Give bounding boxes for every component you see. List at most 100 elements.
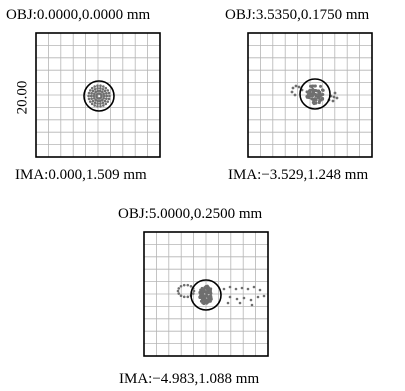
spot-point [88,89,92,92]
spot-point [207,297,211,301]
spot-point [99,102,102,105]
spot-point [250,303,254,307]
spot-point [203,300,207,304]
spot-point [90,92,93,95]
spot-point [311,90,315,94]
panel1-ima-label: IMA:0.000,1.509 mm [15,167,147,183]
spot-point [87,97,91,101]
spot-point [252,285,256,289]
spot-point [98,99,102,103]
spot-point [96,89,100,93]
spot-point [179,285,183,288]
panel3-obj-label: OBJ:5.0000,0.2500 mm [118,206,263,222]
spot-point [89,94,93,98]
spot-point [235,297,239,301]
spot-point [202,298,206,302]
spot-point [314,101,318,105]
spot-point [246,287,250,291]
spot-point [309,84,313,88]
spot-point [99,84,102,88]
plot-frame [143,231,269,357]
spot-point [102,96,105,100]
spot-point [331,99,335,103]
spot-point [186,295,190,299]
spot-point [90,97,93,100]
spot-point [199,292,203,296]
spot-point [93,85,96,88]
spot-point [191,292,195,295]
spot-point [226,301,230,305]
spot-point [249,298,253,302]
spot-point [93,92,96,96]
spot-point [333,91,337,95]
spot-point [100,98,104,102]
airy-circle [299,78,331,110]
spot-point [262,294,266,298]
spot-point [87,94,90,98]
spot-point [222,287,226,291]
spot-point [91,89,95,93]
spot-point [101,101,105,105]
spot-point [335,96,339,100]
spot-point [297,85,301,89]
spot-point [87,91,91,95]
spot-point [99,93,103,96]
spot-point [90,86,94,90]
spot-point [102,92,105,96]
spot-point [234,287,238,291]
spot-point [104,102,108,106]
spot-point [293,93,297,97]
spot-point [318,94,322,98]
spot-point [101,87,105,91]
spot-point [103,89,107,93]
spot-point [93,87,97,91]
spot-point [332,95,336,99]
spot-point [305,90,309,94]
spot-point [228,295,232,299]
spot-point [91,99,95,103]
spot-point [102,104,105,107]
spot-point [209,296,213,300]
spot-point [96,99,100,103]
spot-point [199,288,203,292]
spot-point [228,285,232,289]
spot-point [240,286,244,290]
panel2-obj-label: OBJ:3.5350,0.1750 mm [225,7,370,23]
spot-point [176,289,180,293]
spot-point [90,102,94,106]
spot-point [105,97,108,100]
spot-point [319,98,323,102]
spot-point [93,101,97,105]
spot-point [290,90,294,94]
spot-point [177,292,181,295]
spot-point [182,295,186,299]
spot-point [96,87,99,90]
spot-point [291,86,295,90]
spot-point [88,100,92,103]
spot-point [314,88,318,92]
spot-point [209,291,213,295]
spot-point [179,294,183,297]
spot-point [209,287,213,291]
panel2-spot-diagram [247,32,373,158]
panel1-scale-label: 20.00 [14,80,31,115]
spot-point [106,89,110,92]
spot-point [201,289,205,293]
spot-point [108,94,111,98]
spot-point [105,92,108,95]
spot-point [308,88,312,92]
spot-point [258,288,262,292]
airy-circle [190,279,222,311]
panel1-obj-label: OBJ:0.0000,0.0000 mm [6,7,151,23]
spot-point [256,295,260,299]
spot-point [207,286,211,290]
spot-point [92,94,96,98]
spot-point [311,94,315,98]
spot-point [107,97,111,101]
spot-point [99,104,102,108]
spot-point [203,294,207,298]
spot-point [307,93,311,97]
spot-point [238,301,242,305]
plot-frame [35,32,161,158]
spot-point [106,100,110,103]
